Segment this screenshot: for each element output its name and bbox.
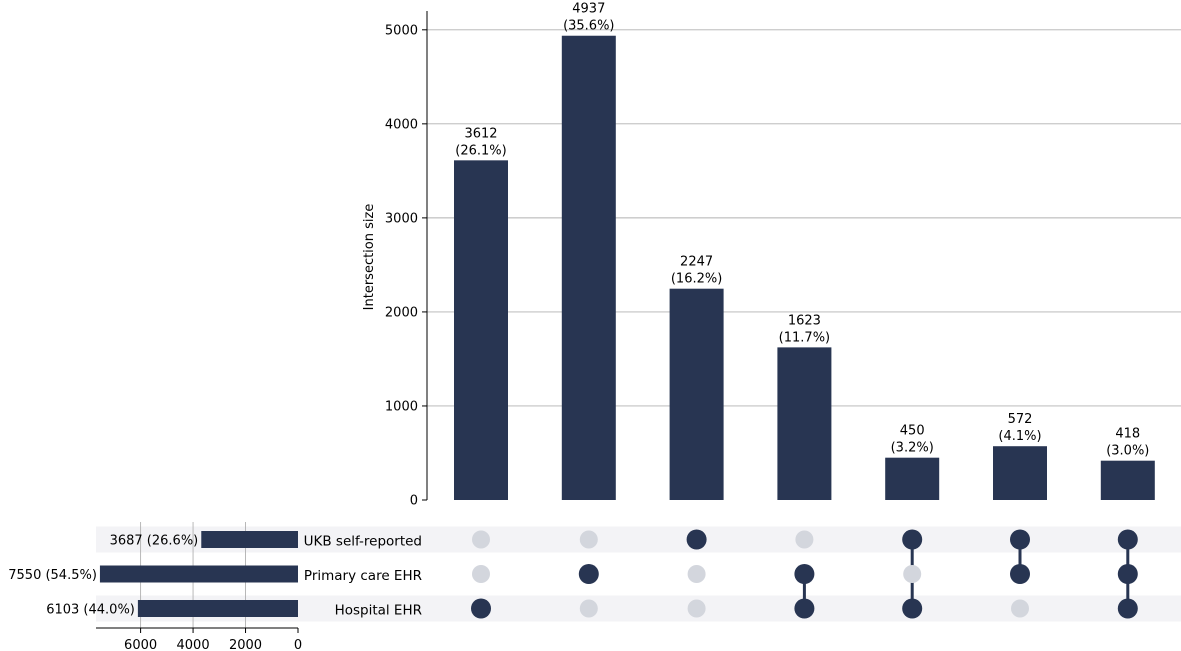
bar-value-label: 4937 [572,2,605,17]
y-tick-label: 4000 [385,117,418,132]
intersection-bar [561,35,616,500]
bar-percent-label: (3.0%) [1106,444,1149,459]
bar-percent-label: (11.7%) [779,330,830,345]
bar-value-label: 3612 [464,126,497,141]
matrix-dot-active [794,598,815,619]
set-size-tick-label: 2000 [229,638,262,651]
matrix-dot-active [471,598,491,619]
axes: 0 1000 2000 3000 4000 5000 [385,11,428,509]
matrix-dot-active [1117,529,1138,550]
matrix-dot-inactive [903,565,922,583]
bar-value-label: 418 [1115,427,1140,442]
bar-value-label: 1623 [788,313,821,328]
bar-value-label: 572 [1008,412,1033,427]
y-tick-label: 3000 [385,211,418,226]
membership-matrix [471,529,1138,619]
set-size-tick-label: 4000 [177,638,210,651]
set-size-label: 3687 (26.6%) [110,534,199,549]
matrix-dot-inactive [472,565,490,583]
bar-percent-label: (26.1%) [455,143,506,158]
intersection-bars: 3612 (26.1%) 4937 (35.6%) 2247 (16.2%) 1623 (11… [454,2,1155,501]
matrix-dot-inactive [687,599,706,618]
intersection-bar [1100,460,1155,500]
matrix-dot-inactive [472,530,490,549]
matrix-dot-active [902,598,923,619]
matrix-dot-active [1117,598,1138,619]
matrix-dot-active [1010,529,1030,550]
bar-percent-label: (16.2%) [671,272,722,287]
bar-percent-label: (3.2%) [891,441,934,456]
set-name-label: Primary care EHR [304,568,422,584]
bar-value-label: 2247 [680,255,713,270]
set-size-bars: 3687 (26.6%) UKB self-reported 7550 (54.5%… [8,522,422,651]
set-size-bar [99,565,299,583]
set-size-tick-label: 0 [294,638,302,651]
set-name-label: Hospital EHR [335,603,422,619]
matrix-dot-active [578,564,599,584]
matrix-dot-inactive [1011,599,1029,618]
y-tick-label: 5000 [385,23,418,38]
set-size-label: 7550 (54.5%) [8,568,97,583]
matrix-dot-active [1117,564,1138,584]
matrix-dot-active [686,529,707,550]
y-axis-label: Intersection size [362,204,377,311]
matrix-row-stripes [96,526,1181,622]
set-size-tick-label: 6000 [124,638,157,651]
matrix-dot-inactive [795,530,814,549]
matrix-dot-inactive [579,599,598,618]
y-tick-label: 2000 [385,305,418,320]
y-tick-label: 1000 [385,399,418,414]
intersection-bar [669,288,724,500]
set-size-bar [201,531,298,548]
intersection-bar [454,160,508,501]
intersection-bar [885,457,940,500]
set-size-bar [137,600,298,617]
matrix-dot-inactive [579,530,598,549]
matrix-dot-active [1010,564,1030,584]
intersection-bar [993,446,1047,500]
bar-percent-label: (4.1%) [998,429,1041,444]
set-size-label: 6103 (44.0%) [46,603,135,618]
matrix-dot-active [794,564,815,584]
matrix-dot-active [902,529,923,550]
matrix-dot-inactive [687,565,706,583]
bar-percent-label: (35.6%) [563,19,614,34]
intersection-bar [777,347,832,500]
set-name-label: UKB self-reported [304,534,422,550]
y-tick-label: 0 [410,494,418,509]
bar-value-label: 450 [900,424,925,439]
